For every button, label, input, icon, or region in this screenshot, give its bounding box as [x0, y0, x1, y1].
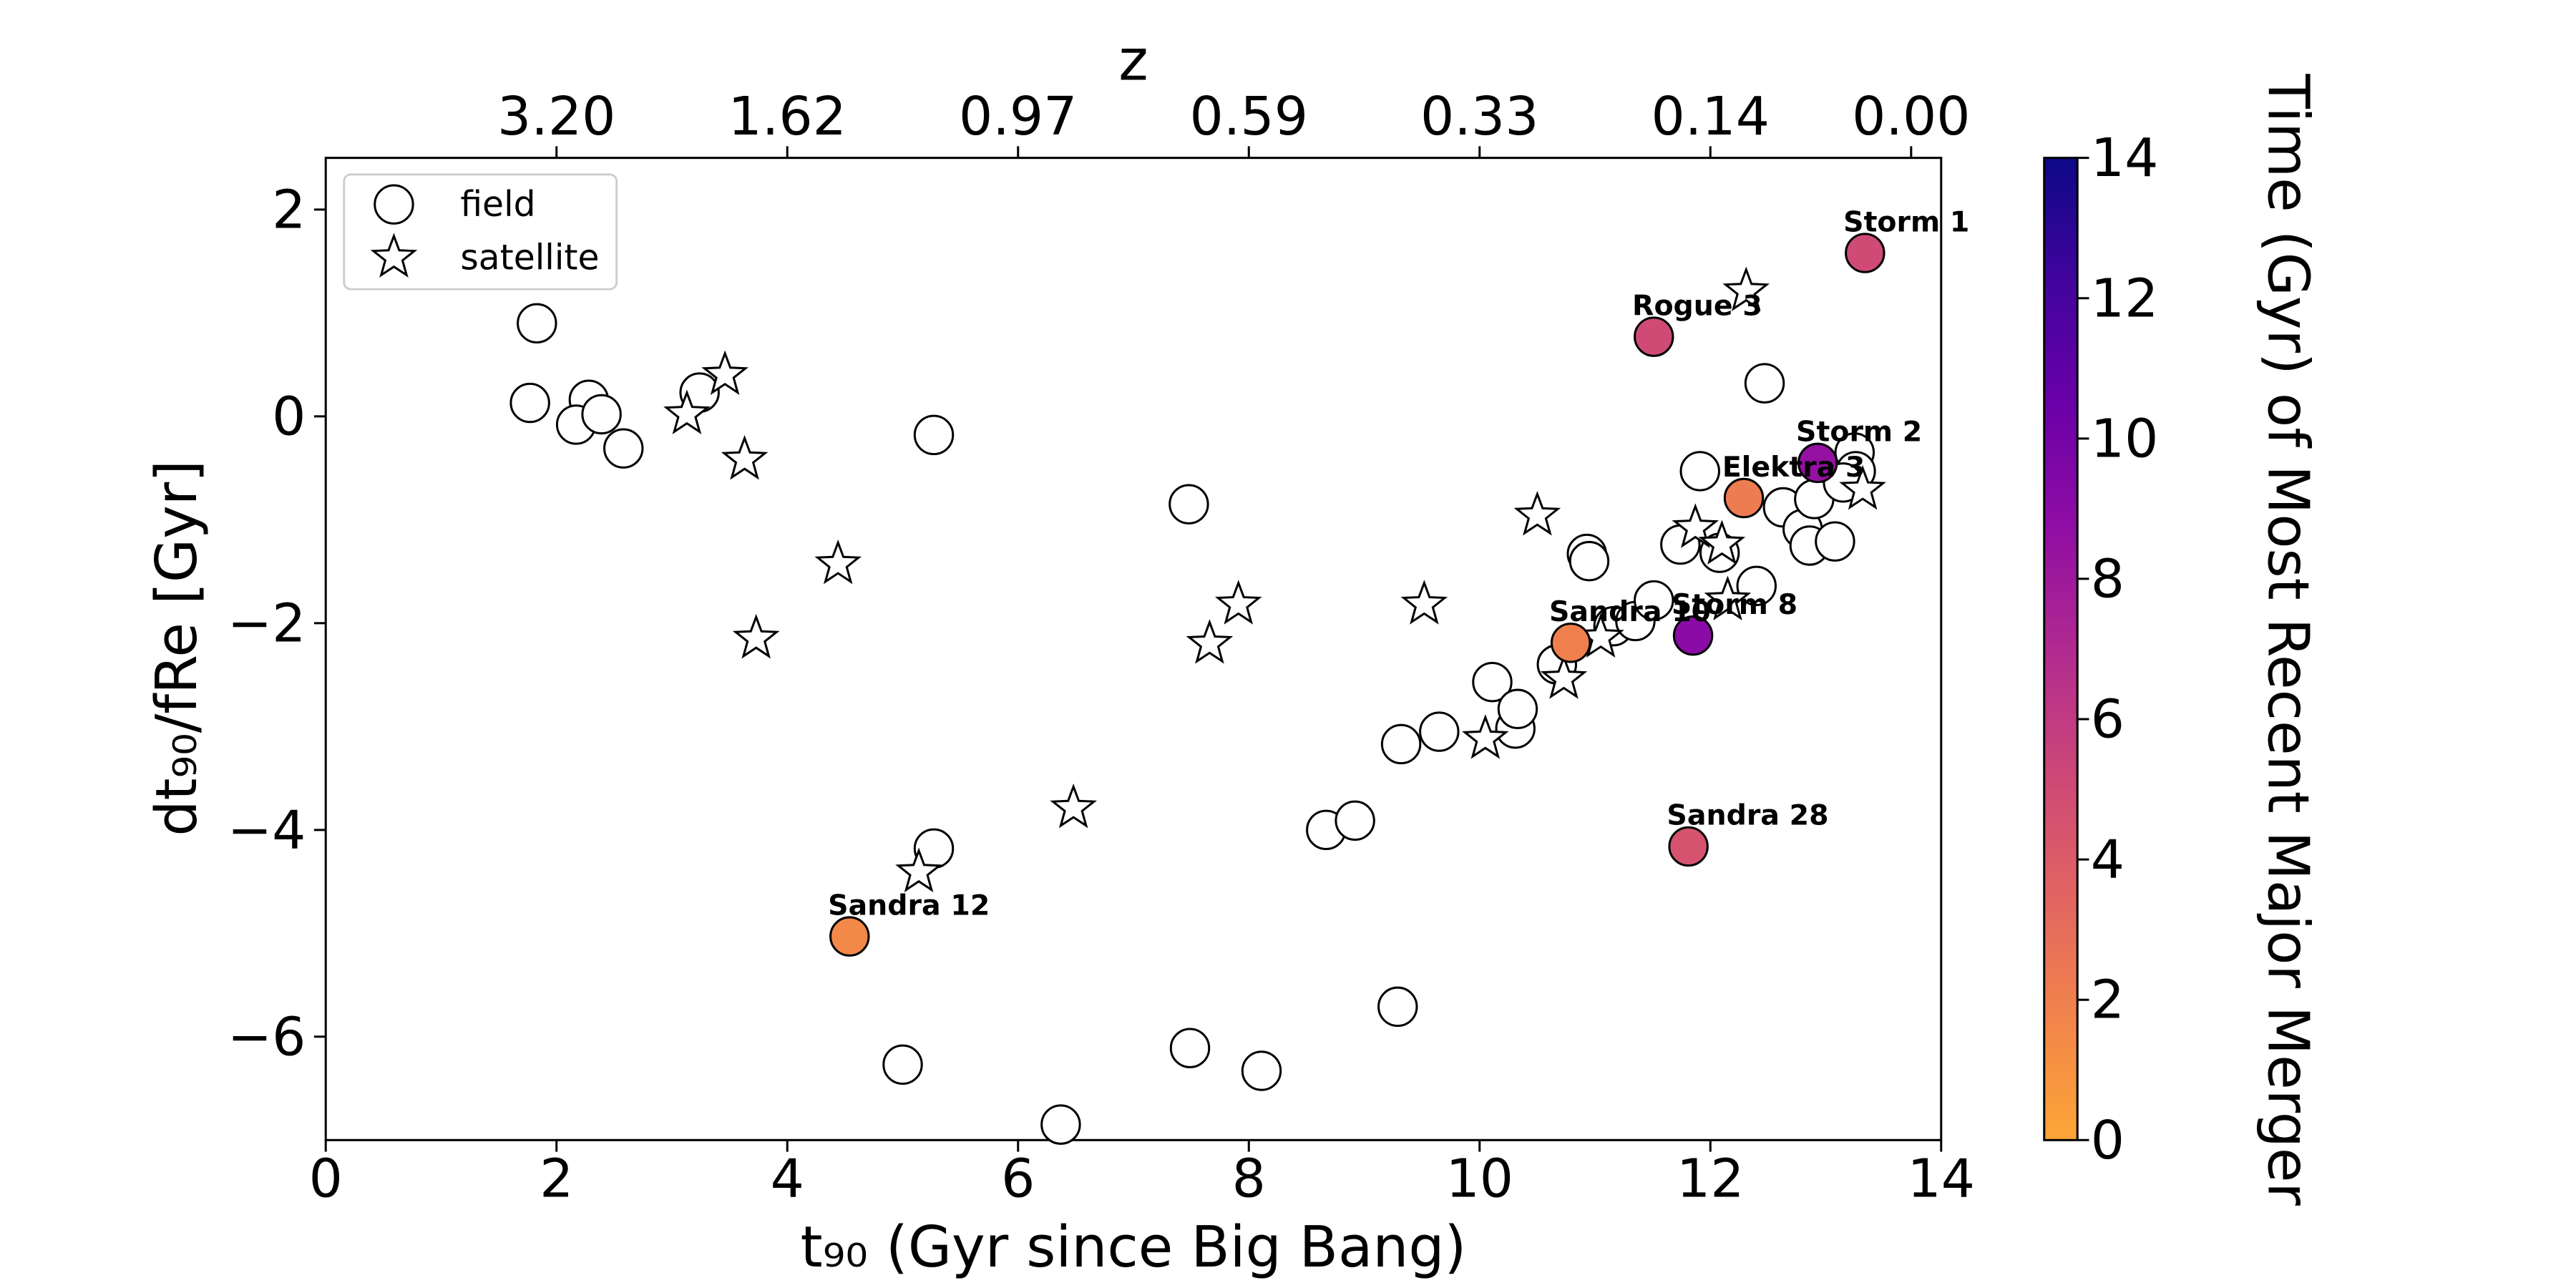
satellite-point	[1400, 580, 1448, 625]
satellite-point	[1704, 575, 1752, 620]
highlighted-point	[1668, 826, 1709, 867]
colorbar-tick-label: 8	[2091, 547, 2124, 610]
x-tick-label: 10	[1445, 1147, 1513, 1209]
satellite-point	[895, 847, 942, 892]
point-annotation: Storm 2	[1796, 416, 1922, 449]
field-point	[1497, 688, 1538, 729]
field-point	[1744, 363, 1785, 404]
satellite-point	[1540, 654, 1588, 699]
field-point	[882, 1044, 923, 1085]
field-point	[581, 394, 622, 435]
point-annotation: Storm 8	[1672, 588, 1797, 621]
x2-axis-label: z	[1118, 27, 1148, 93]
x-tick-label: 8	[1232, 1147, 1266, 1209]
satellite-point	[732, 614, 780, 659]
plot-frame	[324, 157, 1943, 1141]
field-point	[1472, 661, 1513, 703]
satellite-point	[1698, 519, 1746, 565]
colorbar-tick-label: 14	[2091, 127, 2159, 189]
x2-tick-label: 0.14	[1652, 85, 1770, 147]
colorbar-label: Time (Gyr) of Most Recent Major Merger	[2255, 73, 2321, 1206]
x-tick-label: 4	[771, 1147, 804, 1209]
y-tick-label: 0	[272, 385, 306, 447]
satellite-point	[1672, 503, 1719, 548]
colorbar-tick-label: 6	[2091, 688, 2124, 751]
satellite-point	[1214, 580, 1262, 625]
field-point	[517, 303, 557, 344]
field-point	[1634, 580, 1674, 621]
highlighted-point	[1797, 442, 1838, 484]
field-point	[1335, 800, 1375, 841]
y-tick-label: −4	[228, 799, 306, 861]
satellite-point	[1839, 464, 1886, 510]
point-annotation: Sandra 10	[1549, 595, 1711, 628]
field-point	[1040, 1104, 1081, 1145]
satellite-point	[663, 389, 711, 434]
field-point	[603, 428, 644, 469]
field-point	[1380, 723, 1422, 765]
field-point	[1568, 540, 1610, 582]
field-point	[1169, 484, 1209, 525]
point-annotation: Sandra 12	[828, 889, 990, 922]
highlighted-point	[1550, 623, 1591, 663]
satellite-point	[1461, 714, 1509, 759]
x2-tick-label: 0.33	[1420, 85, 1538, 147]
satellite-point	[1513, 491, 1561, 536]
point-annotation: Elektra 3	[1722, 451, 1865, 484]
satellite-point	[1186, 619, 1234, 664]
legend-label: satellite	[460, 237, 599, 278]
highlighted-point	[1845, 233, 1885, 273]
field-point	[1679, 451, 1720, 492]
x2-tick-label: 3.20	[497, 85, 615, 147]
highlighted-point	[1723, 477, 1765, 519]
highlighted-point	[1634, 316, 1674, 357]
field-point	[1377, 986, 1418, 1028]
x2-tick-label: 0.00	[1852, 85, 1970, 147]
point-annotation: Storm 1	[1843, 205, 1969, 238]
x2-tick-label: 0.97	[959, 85, 1077, 147]
field-point	[1419, 711, 1460, 752]
satellite-point	[721, 435, 769, 480]
y-axis-label: dt₉₀/fRe [Gyr]	[144, 460, 210, 836]
x-tick-label: 6	[1001, 1147, 1035, 1209]
x-tick-label: 12	[1677, 1147, 1745, 1209]
y-tick-label: 2	[272, 178, 306, 240]
x-tick-label: 14	[1907, 1147, 1975, 1209]
point-annotation: Sandra 28	[1667, 799, 1828, 832]
legend-label: field	[460, 184, 535, 225]
y-tick-label: −2	[228, 592, 306, 654]
x-axis-label: t₉₀ (Gyr since Big Bang)	[801, 1214, 1467, 1280]
colorbar	[2043, 157, 2079, 1141]
point-annotation: Rogue 3	[1632, 289, 1762, 322]
colorbar-tick-label: 12	[2091, 267, 2159, 329]
colorbar-tick-label: 10	[2091, 407, 2159, 469]
satellite-point	[1050, 783, 1097, 829]
field-point	[1169, 1028, 1211, 1068]
x-tick-label: 0	[309, 1147, 343, 1209]
highlighted-point	[1672, 615, 1714, 656]
field-point	[509, 382, 550, 424]
legend-marker	[374, 184, 414, 225]
x2-tick-label: 1.62	[728, 85, 847, 147]
highlighted-point	[829, 916, 870, 957]
colorbar-tick-label: 2	[2091, 969, 2124, 1031]
satellite-point	[814, 539, 862, 585]
field-point	[913, 414, 955, 456]
field-point	[1815, 521, 1855, 562]
x-tick-label: 2	[540, 1147, 573, 1209]
satellite-point	[1722, 266, 1770, 311]
colorbar-tick-label: 4	[2091, 829, 2124, 891]
y-tick-label: −6	[228, 1005, 306, 1068]
legend-marker	[370, 233, 418, 278]
colorbar-tick-label: 0	[2091, 1109, 2124, 1171]
field-point	[1241, 1050, 1282, 1091]
satellite-point	[701, 350, 748, 395]
x2-tick-label: 0.59	[1190, 85, 1308, 147]
